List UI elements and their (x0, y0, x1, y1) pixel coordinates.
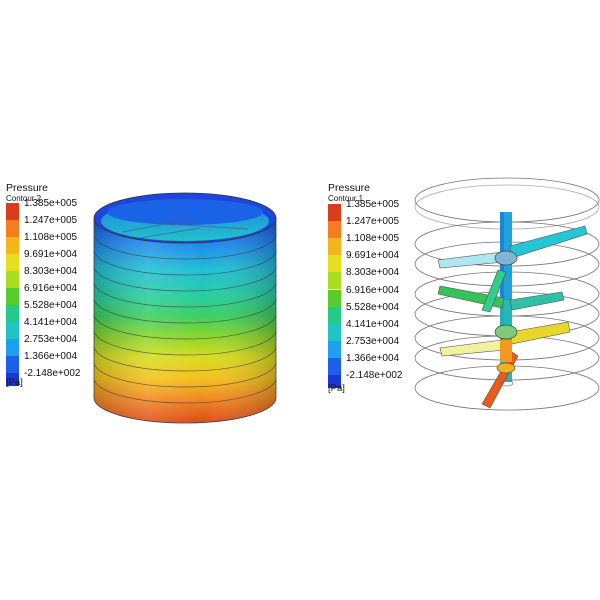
impeller-wireframe-drawing (414, 177, 600, 411)
lower-blade-left (439, 339, 505, 357)
legend-value-label: 1.108e+005 (24, 232, 78, 243)
legend-swatch (6, 237, 19, 254)
legend-value-label: 9.691e+004 (24, 249, 78, 260)
legend-swatch (328, 340, 341, 358)
legend-swatch (328, 255, 341, 273)
lower-hub (494, 324, 518, 340)
legend-value-label: -2.148e+002 (24, 368, 81, 379)
baffle-rings (93, 233, 277, 404)
tank-wall-cylinder-drawing (93, 192, 277, 424)
legend-value-label: 1.366e+004 (24, 351, 78, 362)
legend-swatch (6, 288, 19, 305)
legend-value-label: 1.108e+005 (346, 233, 400, 245)
diagonal-blade-upper (481, 269, 507, 313)
legend-swatch (328, 238, 341, 256)
upper-hub (494, 250, 518, 266)
legend-value-label: 1.385e+005 (24, 198, 78, 209)
legend-value-label: 2.753e+004 (24, 334, 78, 345)
legend-value-label: 8.303e+004 (346, 267, 400, 279)
legend-value-label: 1.247e+005 (346, 216, 400, 228)
legend-swatch (328, 289, 341, 307)
legend-swatch (6, 203, 19, 220)
impeller-silhouette (121, 217, 249, 239)
legend-swatch (6, 254, 19, 271)
tank-wall-shading (94, 218, 276, 423)
legend-value-label: 1.247e+005 (24, 215, 78, 226)
legend-swatch (328, 204, 341, 221)
impeller-contour-panel: Pressure Contour 1 1.385e+005 1.247e+005 1… (300, 0, 600, 600)
legend-value-label: 5.528e+004 (24, 300, 78, 311)
pressure-legend-contour-2: Pressure Contour 2 1.385e+005 1.247e+005 1… (6, 183, 116, 398)
legend-swatch (328, 357, 341, 375)
legend-swatch (6, 305, 19, 322)
legend-swatch (328, 272, 341, 290)
legend-swatch (6, 271, 19, 288)
legend-swatch (6, 356, 19, 373)
legend-value-label: 1.366e+004 (346, 352, 400, 364)
legend-unit: [Pa] (6, 377, 23, 388)
tank-interior-back (107, 199, 263, 225)
legend-title: Pressure (6, 182, 49, 194)
legend-value-label: 4.141e+004 (346, 318, 400, 330)
legend-value-label: 8.303e+004 (24, 266, 78, 277)
legend-swatch (328, 323, 341, 341)
legend-swatch (328, 375, 341, 388)
legend-swatch (6, 322, 19, 339)
lower-blade-right (509, 321, 571, 345)
pressure-legend-contour-1: Pressure Contour 1 1.385e+005 1.247e+005 1… (328, 183, 438, 398)
legend-value-label: -2.148e+002 (346, 370, 403, 381)
legend-value-label: 6.916e+004 (346, 284, 400, 296)
bottom-hub (496, 362, 516, 374)
tank-wall-contour-panel: Pressure Contour 2 1.385e+005 1.247e+005 1… (6, 183, 277, 424)
legend-swatch (6, 373, 19, 386)
legend-value-label: 4.141e+004 (24, 317, 78, 328)
legend-swatch (6, 339, 19, 356)
legend-subtitle: Contour 1 (328, 193, 364, 203)
legend-value-label: 2.753e+004 (346, 335, 400, 347)
legend-value-label: 6.916e+004 (24, 283, 78, 294)
legend-value-label: 5.528e+004 (346, 301, 400, 313)
legend-swatch (328, 306, 341, 324)
legend-value-label: 1.385e+005 (346, 199, 400, 210)
legend-title: Pressure (328, 182, 371, 194)
legend-unit: [Pa] (328, 383, 345, 394)
tank-outline (93, 218, 277, 424)
middle-blade-right (509, 291, 565, 311)
legend-swatch (328, 221, 341, 239)
legend-value-label: 9.691e+004 (346, 250, 400, 262)
tank-rim-outline (93, 192, 277, 244)
legend-swatch (6, 220, 19, 237)
legend-subtitle: Contour 2 (6, 193, 42, 203)
